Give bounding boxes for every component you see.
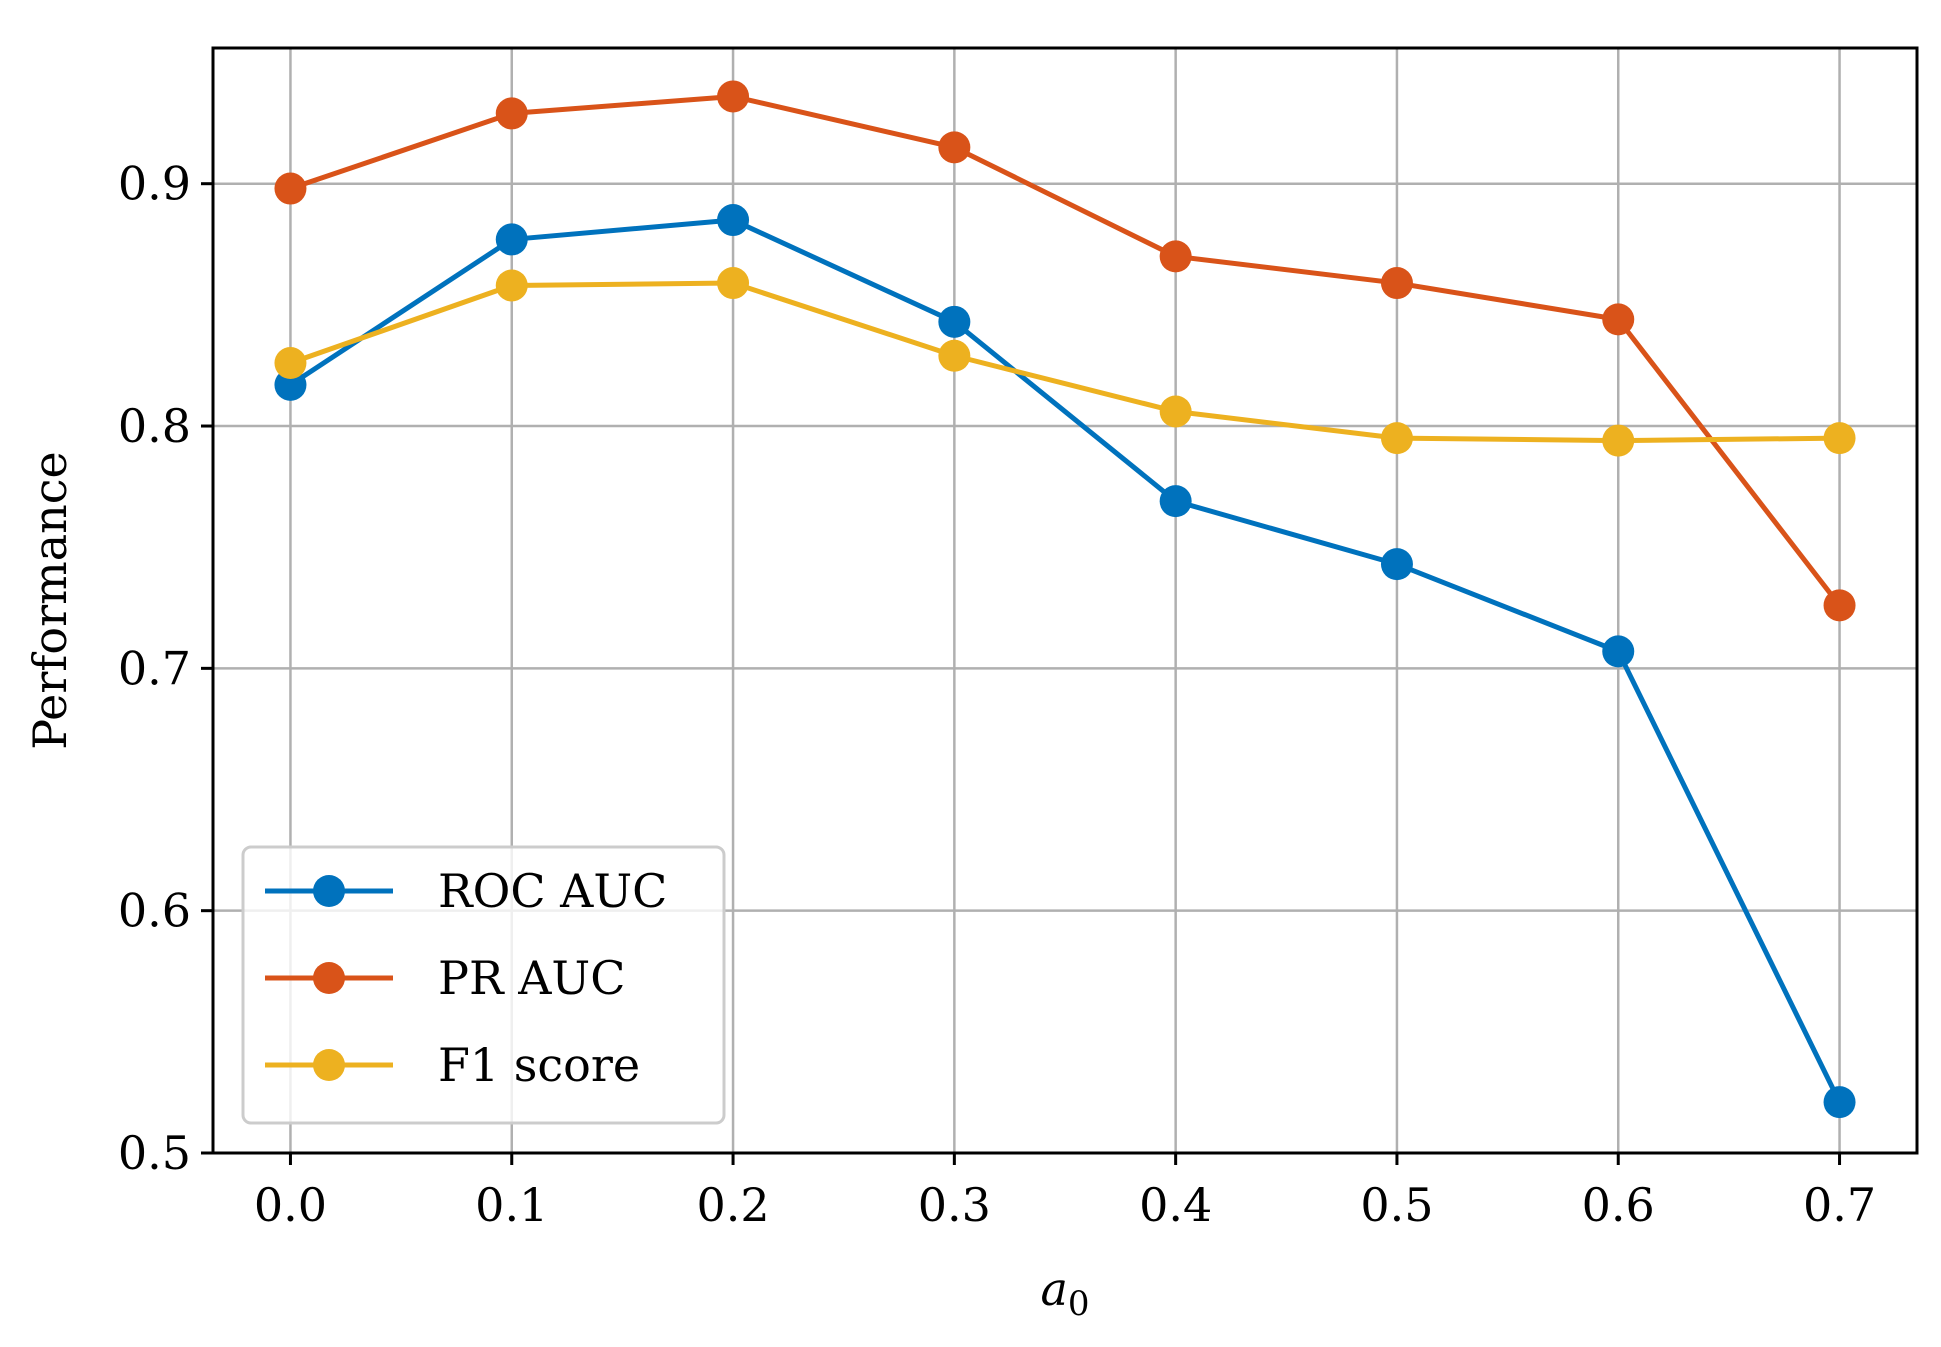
series-lines [289, 93, 1842, 1104]
legend-label: PR AUC [438, 951, 625, 1005]
data-point-roc-auc [1823, 1086, 1856, 1119]
x-axis-ticks: 0.0 0.1 0.2 0.3 0.4 0.5 0.6 0.7 [254, 1153, 1876, 1232]
series-line-roc-auc [289, 217, 1842, 1104]
plot-frame [211, 46, 1919, 1155]
data-point-roc-auc [1380, 548, 1413, 581]
legend-box [241, 845, 726, 1125]
data-point-pr-auc [1602, 303, 1635, 336]
x-axis-title: a0 [1040, 1262, 1089, 1324]
legend-swatch-marker [313, 962, 345, 994]
data-point-f1-score [938, 339, 971, 372]
y-axis-ticks: 0.5 0.6 0.7 0.8 0.9 [118, 157, 213, 1180]
data-point-pr-auc [1380, 267, 1413, 300]
x-tick-label: 0.5 [1360, 1178, 1433, 1232]
data-point-roc-auc [495, 223, 528, 256]
data-point-pr-auc [717, 80, 750, 113]
data-point-roc-auc [938, 305, 971, 338]
y-tick-label: 0.7 [118, 641, 191, 695]
data-point-pr-auc [274, 172, 307, 205]
x-tick-label: 0.3 [918, 1178, 991, 1232]
data-point-roc-auc [717, 204, 750, 237]
data-point-pr-auc [1159, 240, 1192, 273]
x-tick-label: 0.1 [475, 1178, 548, 1232]
x-tick-label: 0.2 [696, 1178, 769, 1232]
data-point-f1-score [1823, 422, 1856, 455]
y-tick-label: 0.6 [118, 884, 191, 938]
data-point-roc-auc [1602, 635, 1635, 668]
data-point-f1-score [274, 347, 307, 380]
data-point-roc-auc [1159, 485, 1192, 518]
legend-swatch-marker [313, 1049, 345, 1081]
x-tick-label: 0.4 [1139, 1178, 1212, 1232]
data-point-pr-auc [1823, 589, 1856, 622]
series-line-f1-score [289, 280, 1840, 444]
x-tick-label: 0.0 [254, 1178, 327, 1232]
x-tick-label: 0.6 [1582, 1178, 1655, 1232]
x-axis-title-main: a [1040, 1262, 1067, 1316]
x-axis-title-subscript: 0 [1068, 1284, 1090, 1324]
y-tick-label: 0.5 [118, 1126, 191, 1180]
legend-items: ROC AUC PR AUC F1 score [265, 864, 667, 1092]
legend-swatch-marker [313, 875, 345, 907]
legend-label: ROC AUC [438, 864, 667, 918]
data-point-f1-score [1159, 395, 1192, 428]
series-markers [274, 80, 1856, 1119]
data-point-f1-score [1602, 424, 1635, 457]
data-point-f1-score [495, 269, 528, 302]
legend: ROC AUC PR AUC F1 score [241, 845, 726, 1125]
data-point-pr-auc [938, 131, 971, 164]
data-point-f1-score [1380, 422, 1413, 455]
legend-label: F1 score [438, 1038, 640, 1092]
data-point-f1-score [717, 267, 750, 300]
data-point-pr-auc [495, 97, 528, 130]
y-axis-title: Performance [23, 451, 77, 749]
series-line-pr-auc [289, 93, 1842, 607]
y-tick-label: 0.8 [118, 399, 191, 453]
y-tick-label: 0.9 [118, 157, 191, 211]
x-tick-label: 0.7 [1803, 1178, 1876, 1232]
